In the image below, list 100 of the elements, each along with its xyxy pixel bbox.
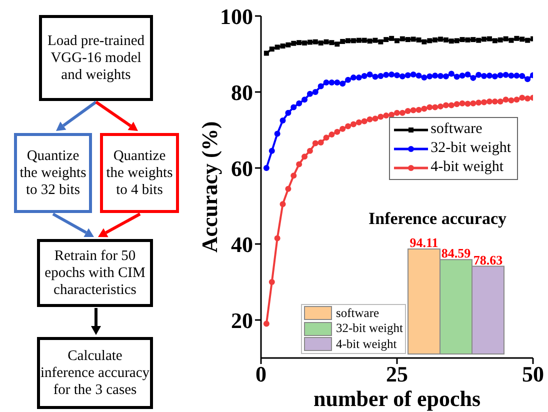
point	[274, 130, 280, 137]
point	[497, 98, 504, 104]
point	[442, 73, 449, 80]
point	[334, 42, 340, 47]
point	[438, 36, 444, 42]
point	[465, 37, 470, 42]
point	[269, 46, 274, 52]
point	[328, 132, 335, 138]
point	[524, 95, 531, 102]
point	[498, 37, 503, 42]
point	[448, 70, 454, 77]
point	[383, 72, 390, 78]
point	[388, 72, 395, 78]
point	[486, 36, 492, 42]
point	[306, 148, 313, 154]
point	[492, 38, 498, 44]
point	[302, 154, 308, 160]
point	[274, 44, 280, 50]
point	[470, 74, 476, 81]
point	[323, 80, 330, 86]
point	[280, 201, 286, 208]
point	[366, 72, 373, 78]
point	[464, 100, 471, 107]
text: Quantize the weights to 32 bits	[18, 148, 88, 198]
point	[443, 37, 448, 42]
data-label: 84.59	[441, 246, 472, 261]
point	[482, 36, 487, 42]
point	[438, 73, 444, 80]
point	[356, 38, 362, 43]
point	[361, 118, 368, 124]
point	[362, 38, 367, 43]
point	[356, 74, 362, 81]
point	[492, 98, 498, 104]
point	[306, 90, 313, 97]
point	[285, 110, 292, 116]
point	[296, 161, 302, 168]
point	[427, 38, 432, 44]
point	[307, 40, 312, 45]
point	[346, 38, 351, 44]
point	[345, 76, 352, 83]
point	[312, 140, 318, 146]
point	[410, 72, 416, 78]
point	[438, 103, 444, 110]
point	[394, 72, 400, 78]
x-tick-label: 0	[256, 362, 266, 387]
y-tick-label: 100	[220, 4, 253, 29]
point	[508, 97, 514, 104]
point	[264, 50, 269, 56]
point	[432, 72, 438, 79]
point	[497, 72, 504, 78]
point	[405, 37, 410, 42]
point	[268, 279, 275, 285]
point	[422, 39, 427, 44]
point	[416, 106, 422, 113]
point	[372, 38, 378, 43]
y-axis-title: Accuracy (%)	[196, 121, 222, 253]
point	[416, 37, 422, 42]
point	[350, 121, 356, 128]
point	[399, 73, 406, 80]
point	[372, 116, 378, 122]
y-tick-label: 80	[231, 80, 253, 105]
point	[421, 74, 428, 81]
point	[514, 36, 520, 41]
point	[476, 38, 482, 43]
point	[285, 186, 292, 192]
point	[302, 96, 308, 103]
point	[323, 134, 330, 141]
point	[280, 44, 286, 49]
text: Retrain for 50 epochs with CIM characteristics	[44, 248, 146, 298]
point	[416, 72, 422, 79]
point	[426, 73, 433, 80]
point	[324, 39, 329, 44]
point	[263, 165, 270, 171]
legend-label: 4-bit weight	[336, 336, 397, 352]
point	[459, 100, 466, 106]
point	[520, 36, 525, 42]
point	[508, 38, 514, 43]
point	[519, 94, 526, 101]
data-label: 94.11	[410, 235, 438, 250]
point	[372, 74, 378, 80]
point	[356, 119, 362, 126]
point	[426, 104, 433, 110]
point	[378, 73, 384, 80]
point	[290, 172, 297, 179]
point	[454, 38, 460, 44]
point	[432, 37, 438, 42]
point	[502, 72, 509, 78]
point	[329, 40, 334, 46]
point	[481, 99, 488, 106]
point	[470, 37, 476, 42]
point	[274, 235, 280, 242]
legend-label: software	[430, 120, 482, 139]
point	[340, 38, 346, 44]
point	[367, 38, 372, 44]
point	[340, 80, 346, 87]
point	[519, 73, 526, 80]
point	[280, 118, 286, 124]
point	[318, 83, 324, 90]
point	[263, 320, 270, 327]
point	[421, 106, 428, 112]
